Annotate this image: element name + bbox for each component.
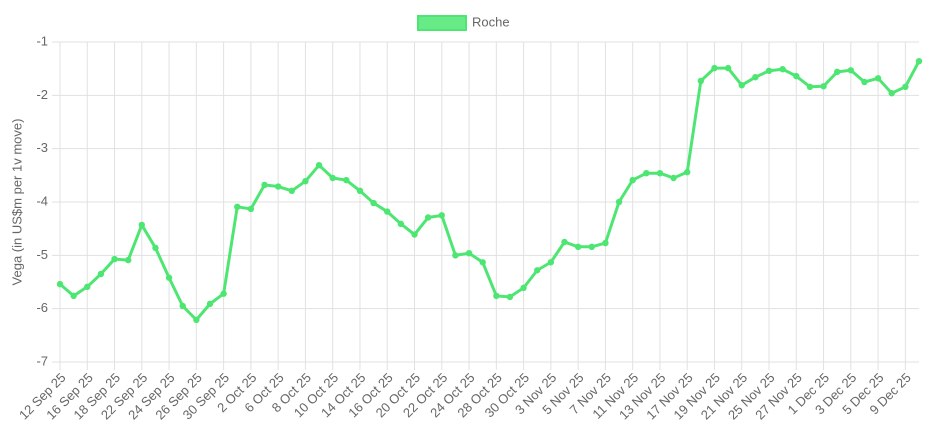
point <box>915 58 923 65</box>
point <box>124 256 132 264</box>
point <box>220 290 227 297</box>
point <box>424 214 432 221</box>
point <box>697 77 705 85</box>
point <box>588 243 595 250</box>
point <box>534 267 541 274</box>
point <box>465 250 473 257</box>
point <box>384 208 391 215</box>
legend-item[interactable]: Roche <box>417 14 510 31</box>
point <box>165 274 173 281</box>
point <box>861 78 868 86</box>
point <box>779 66 786 73</box>
point <box>179 302 186 310</box>
point <box>793 72 800 80</box>
point <box>711 64 718 72</box>
point <box>602 239 609 247</box>
line <box>59 60 921 322</box>
point <box>847 67 855 74</box>
y-tick-label: -3 <box>36 140 48 155</box>
point <box>234 203 241 210</box>
point <box>138 221 146 229</box>
point <box>724 64 732 72</box>
point <box>806 83 814 91</box>
point <box>629 176 636 184</box>
point <box>97 270 105 278</box>
point <box>479 259 486 266</box>
point <box>356 187 364 194</box>
point <box>84 283 91 290</box>
y-tick-label: -5 <box>36 247 48 262</box>
point <box>370 199 377 207</box>
point <box>833 68 841 76</box>
point <box>643 170 650 177</box>
y-axis-title: Vega (in US$m per 1v move) <box>9 119 24 286</box>
y-tick-label: -2 <box>36 87 48 102</box>
point <box>56 280 64 288</box>
legend-label: Roche <box>472 14 510 29</box>
y-tick-label: -7 <box>36 353 48 368</box>
point <box>752 74 759 81</box>
point <box>343 176 350 184</box>
point <box>274 183 282 190</box>
point <box>302 178 309 185</box>
point <box>247 205 255 213</box>
point <box>738 82 745 89</box>
point <box>820 83 827 90</box>
point <box>574 243 582 250</box>
point <box>152 244 159 252</box>
y-tick-label: -1 <box>36 33 48 48</box>
point <box>193 316 200 324</box>
point <box>547 259 555 266</box>
point <box>206 300 214 308</box>
point <box>411 231 418 238</box>
point <box>261 181 268 189</box>
point <box>656 170 664 177</box>
point <box>111 255 118 263</box>
point <box>397 220 405 228</box>
legend-swatch <box>417 15 467 31</box>
point <box>438 212 445 219</box>
y-tick-label: -4 <box>36 193 48 208</box>
point <box>493 292 500 300</box>
y-tick-label: -6 <box>36 300 48 315</box>
point <box>288 187 295 194</box>
point <box>615 198 623 206</box>
point <box>670 174 677 182</box>
point <box>315 162 323 169</box>
point <box>506 293 514 301</box>
point <box>520 284 527 292</box>
point <box>888 90 895 97</box>
point <box>684 168 691 176</box>
point <box>902 83 909 91</box>
point <box>70 292 77 300</box>
point <box>874 75 882 82</box>
point <box>452 252 459 259</box>
point <box>561 238 568 246</box>
point <box>765 67 773 75</box>
point <box>329 174 336 182</box>
